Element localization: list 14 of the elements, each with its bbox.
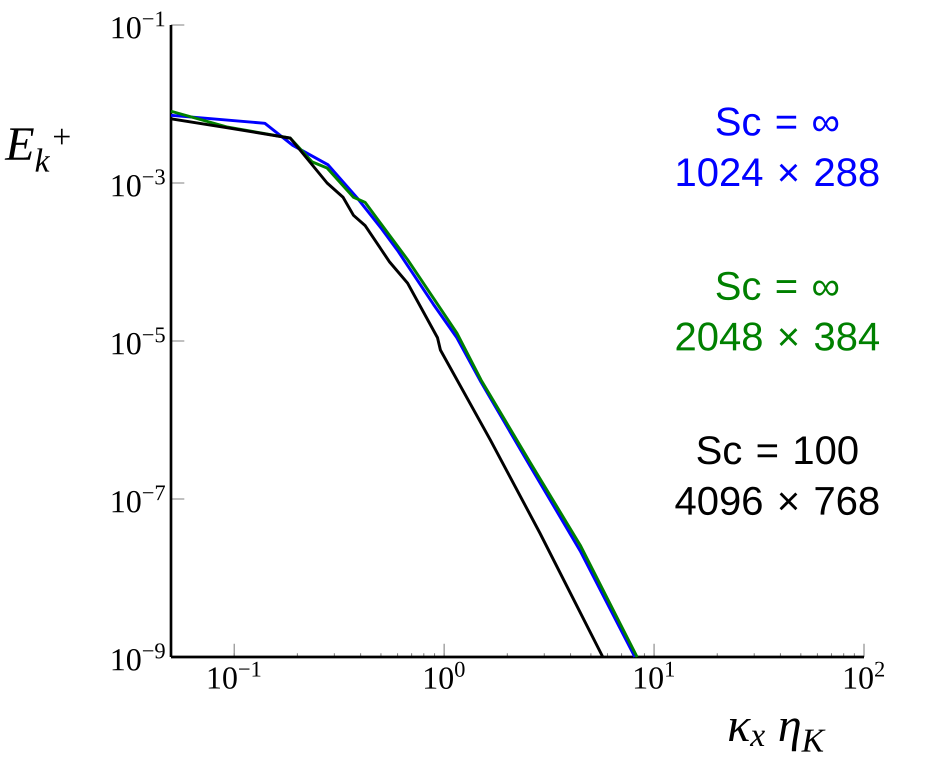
y-tick-label: 10$^{−9}$	[112, 643, 165, 671]
text: Sc = ∞ 1024 × 288	[678, 107, 878, 186]
x-tick-label: 10$^{0}$	[425, 662, 465, 689]
y-tick-label: 10$^{−3}$	[112, 169, 165, 197]
x-tick-label: 10$^{1}$	[634, 662, 674, 689]
x-tick-label: 10$^{2}$	[844, 662, 884, 689]
y-axis-title: E$_{k}$+	[4, 128, 70, 172]
text: Sc = ∞ 2048 × 384	[676, 272, 880, 351]
y-tick-label: 10$^{−7}$	[112, 486, 165, 513]
text: Sc = 100 4096 × 768	[675, 436, 878, 516]
y-tick-label: 10$^{−1}$	[112, 11, 164, 39]
x-axis-title: κ$_{x}$ η$_{K}$	[728, 718, 826, 752]
y-tick-label: 10$^{−5}$	[112, 328, 165, 355]
x-tick-label: 10$^{−1}$	[208, 662, 260, 689]
